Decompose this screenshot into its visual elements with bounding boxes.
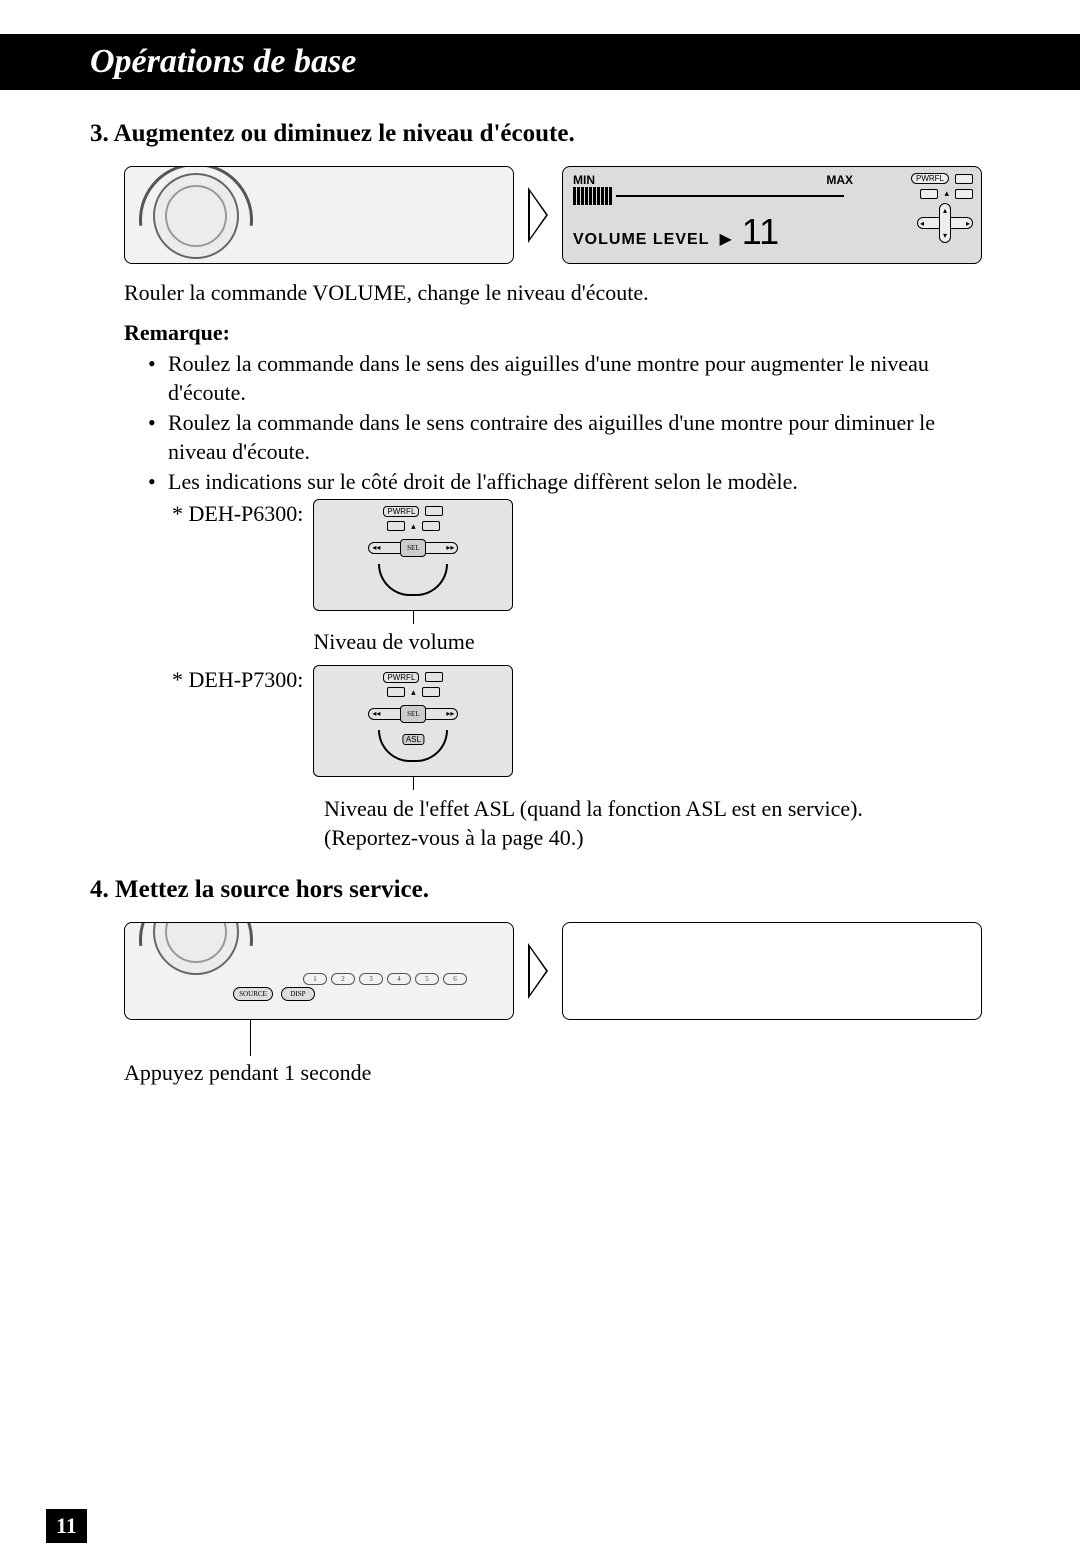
disp-button: DISP — [281, 987, 315, 1001]
p7300-dpad: ◂◂▸▸ SEL — [368, 702, 458, 726]
indicator-rect-3 — [955, 189, 973, 199]
knob-2 — [153, 922, 239, 975]
volume-bars — [573, 187, 612, 205]
dpad-icon: ◂▸ ▴▾ — [917, 203, 973, 243]
p7300-asl: ASL — [403, 734, 424, 745]
p7300-arc: ASL — [378, 730, 448, 762]
indicator-rect-2 — [920, 189, 938, 199]
max-label: MAX — [826, 173, 853, 187]
volume-track — [616, 195, 844, 197]
indicator-rect — [955, 174, 973, 184]
min-max-row: MIN MAX — [573, 173, 853, 187]
press-1-second: Appuyez pendant 1 seconde — [124, 1060, 990, 1086]
triangle-icon: ▶ — [719, 229, 731, 249]
display-right-icons: PWRFL ▴ ◂▸ ▴▾ — [873, 173, 973, 243]
p7300-display: PWRFL ▴ ◂◂▸▸ SEL ASL — [313, 665, 513, 777]
remarque-label: Remarque: — [124, 320, 990, 346]
num-buttons-row: 123 456 — [303, 973, 467, 985]
section3-figure-row: MIN MAX VOLUME LEVEL ▶ 11 PWRFL — [124, 166, 990, 264]
min-label: MIN — [573, 173, 595, 187]
arrow-right-icon — [528, 187, 548, 243]
p7300-label: * DEH-P7300: — [172, 665, 303, 693]
bullet-3: Les indications sur le côté droit de l'a… — [148, 468, 990, 497]
section4-heading: 4. Mettez la source hors service. — [90, 876, 990, 904]
model-p7300-block: * DEH-P7300: PWRFL ▴ ◂◂▸▸ SEL ASL — [148, 665, 990, 852]
remarque-bullets: Roulez la commande dans le sens des aigu… — [148, 350, 990, 497]
arrow-right-icon-2 — [528, 943, 548, 999]
volume-knob — [153, 173, 239, 259]
model-p6300-block: * DEH-P6300: PWRFL ▴ ◂◂▸▸ SEL — [148, 499, 990, 655]
p7300-sel: SEL — [400, 705, 426, 723]
device-illustration-2: 123 456 SOURCE DISP — [124, 922, 514, 1020]
p6300-caption: Niveau de volume — [313, 629, 513, 655]
p6300-dpad: ◂◂▸▸ SEL — [368, 536, 458, 560]
source-pointer-line — [250, 1020, 251, 1056]
pwrfl-badge: PWRFL — [911, 173, 949, 184]
content-area: 3. Augmentez ou diminuez le niveau d'éco… — [0, 90, 1080, 1086]
p7300-caption1: Niveau de l'effet ASL (quand la fonction… — [324, 795, 990, 824]
header-band: Opérations de base — [0, 34, 1080, 90]
source-button: SOURCE — [233, 987, 273, 1001]
section4-figure-row: 123 456 SOURCE DISP — [124, 922, 990, 1020]
section3-instruction: Rouler la commande VOLUME, change le niv… — [124, 280, 990, 306]
p6300-display: PWRFL ▴ ◂◂▸▸ SEL — [313, 499, 513, 611]
volume-level-label: VOLUME LEVEL — [573, 231, 709, 249]
p6300-pwrfl: PWRFL — [383, 506, 419, 517]
page-number: 11 — [46, 1509, 87, 1543]
volume-display: MIN MAX VOLUME LEVEL ▶ 11 PWRFL — [562, 166, 982, 264]
section3-heading: 3. Augmentez ou diminuez le niveau d'éco… — [90, 120, 990, 148]
p7300-pwrfl: PWRFL — [383, 672, 419, 683]
volume-value: 11 — [742, 211, 779, 253]
up-icon: ▴ — [944, 188, 949, 199]
p6300-label: * DEH-P6300: — [172, 499, 303, 527]
header-title: Opérations de base — [90, 43, 356, 81]
p6300-rect — [425, 506, 443, 516]
bullet-1: Roulez la commande dans le sens des aigu… — [148, 350, 990, 407]
bullet-2: Roulez la commande dans le sens contrair… — [148, 409, 990, 466]
p6300-arc — [378, 564, 448, 596]
p6300-sel: SEL — [400, 539, 426, 557]
p7300-caption2: (Reportez-vous à la page 40.) — [324, 824, 990, 853]
device-illustration — [124, 166, 514, 264]
blank-display — [562, 922, 982, 1020]
